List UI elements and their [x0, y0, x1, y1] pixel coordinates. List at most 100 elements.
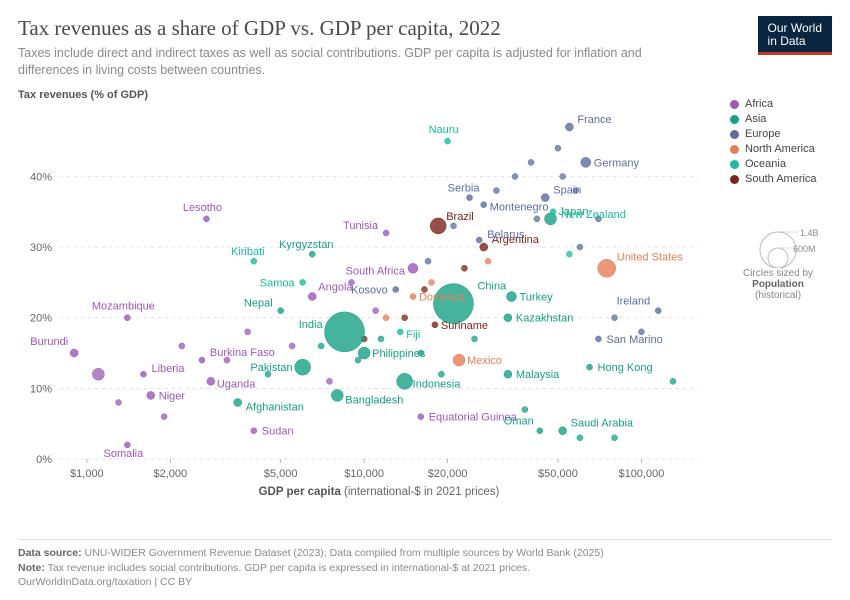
- data-point[interactable]: [670, 378, 676, 384]
- y-axis-label: Tax revenues (% of GDP): [18, 89, 832, 101]
- data-point[interactable]: [612, 435, 618, 441]
- point-label: Bangladesh: [345, 394, 403, 406]
- data-point[interactable]: [318, 343, 324, 349]
- point-label: United States: [617, 251, 684, 263]
- data-point[interactable]: [383, 314, 389, 320]
- data-point[interactable]: [581, 157, 591, 167]
- legend-item[interactable]: North America: [730, 143, 817, 155]
- legend-item[interactable]: South America: [730, 173, 817, 185]
- data-point[interactable]: [467, 194, 473, 200]
- data-point[interactable]: [300, 279, 306, 285]
- data-point[interactable]: [402, 314, 408, 320]
- data-point[interactable]: [373, 307, 379, 313]
- data-point[interactable]: [418, 413, 424, 419]
- data-point[interactable]: [577, 435, 583, 441]
- data-point[interactable]: [383, 230, 389, 236]
- data-point[interactable]: [289, 343, 295, 349]
- data-point[interactable]: [450, 223, 456, 229]
- data-point[interactable]: [559, 426, 567, 434]
- data-point[interactable]: [544, 213, 556, 225]
- point-label: Malaysia: [516, 369, 560, 381]
- data-point[interactable]: [537, 427, 543, 433]
- data-point[interactable]: [295, 359, 311, 375]
- data-point[interactable]: [326, 378, 332, 384]
- data-point[interactable]: [430, 218, 446, 234]
- legend-item[interactable]: Africa: [730, 98, 817, 110]
- data-point[interactable]: [355, 357, 361, 363]
- data-point[interactable]: [251, 258, 257, 264]
- data-point[interactable]: [528, 159, 534, 165]
- data-point[interactable]: [92, 368, 104, 380]
- legend-item[interactable]: Europe: [730, 128, 817, 140]
- data-point[interactable]: [566, 251, 572, 257]
- point-label: Lesotho: [183, 202, 222, 214]
- data-point[interactable]: [655, 307, 661, 313]
- svg-text:$2,000: $2,000: [154, 468, 188, 480]
- data-point[interactable]: [433, 283, 473, 323]
- data-point[interactable]: [453, 354, 465, 366]
- data-point[interactable]: [504, 370, 512, 378]
- data-point[interactable]: [179, 343, 185, 349]
- data-point[interactable]: [245, 329, 251, 335]
- data-point[interactable]: [199, 357, 205, 363]
- data-point[interactable]: [432, 322, 438, 328]
- data-point[interactable]: [393, 286, 399, 292]
- data-point[interactable]: [598, 259, 616, 277]
- svg-text:GDP per capita (international-: GDP per capita (international-$ in 2021 …: [259, 486, 500, 498]
- data-point[interactable]: [397, 373, 413, 389]
- data-point[interactable]: [504, 313, 512, 321]
- legend-item[interactable]: Asia: [730, 113, 817, 125]
- data-point[interactable]: [410, 293, 416, 299]
- data-point[interactable]: [471, 336, 477, 342]
- data-point[interactable]: [207, 377, 215, 385]
- data-point[interactable]: [506, 291, 516, 301]
- data-point[interactable]: [541, 193, 549, 201]
- point-label: Burundi: [30, 336, 68, 348]
- data-point[interactable]: [461, 265, 467, 271]
- svg-text:30%: 30%: [30, 242, 52, 254]
- data-point[interactable]: [587, 364, 593, 370]
- point-label: Liberia: [151, 363, 185, 375]
- data-point[interactable]: [522, 406, 528, 412]
- data-point[interactable]: [512, 173, 518, 179]
- data-point[interactable]: [331, 389, 343, 401]
- data-point[interactable]: [560, 173, 566, 179]
- data-point[interactable]: [485, 258, 491, 264]
- data-point[interactable]: [278, 307, 284, 313]
- point-label: Tunisia: [343, 220, 379, 232]
- data-point[interactable]: [115, 399, 121, 405]
- data-point[interactable]: [534, 216, 540, 222]
- data-point[interactable]: [429, 279, 435, 285]
- data-point[interactable]: [203, 216, 209, 222]
- point-label: Hong Kong: [598, 362, 653, 374]
- data-point[interactable]: [147, 391, 155, 399]
- data-point[interactable]: [251, 427, 257, 433]
- data-point[interactable]: [378, 336, 384, 342]
- data-point[interactable]: [577, 244, 583, 250]
- data-point[interactable]: [358, 347, 370, 359]
- data-point[interactable]: [481, 201, 487, 207]
- data-point[interactable]: [397, 329, 403, 335]
- svg-text:20%: 20%: [30, 312, 52, 324]
- legend-item[interactable]: Oceania: [730, 158, 817, 170]
- data-point[interactable]: [124, 314, 130, 320]
- data-point[interactable]: [161, 413, 167, 419]
- data-point[interactable]: [140, 371, 146, 377]
- data-point[interactable]: [234, 398, 242, 406]
- data-point[interactable]: [70, 349, 78, 357]
- data-point[interactable]: [309, 251, 315, 257]
- data-point[interactable]: [480, 243, 488, 251]
- data-point[interactable]: [493, 187, 499, 193]
- data-point[interactable]: [438, 371, 444, 377]
- data-point[interactable]: [445, 138, 451, 144]
- data-point[interactable]: [408, 263, 418, 273]
- data-point[interactable]: [612, 314, 618, 320]
- data-point[interactable]: [325, 312, 365, 352]
- data-point[interactable]: [425, 258, 431, 264]
- data-point[interactable]: [565, 123, 573, 131]
- data-point[interactable]: [476, 237, 482, 243]
- data-point[interactable]: [595, 336, 601, 342]
- data-point[interactable]: [550, 209, 556, 215]
- data-point[interactable]: [308, 292, 316, 300]
- data-point[interactable]: [555, 145, 561, 151]
